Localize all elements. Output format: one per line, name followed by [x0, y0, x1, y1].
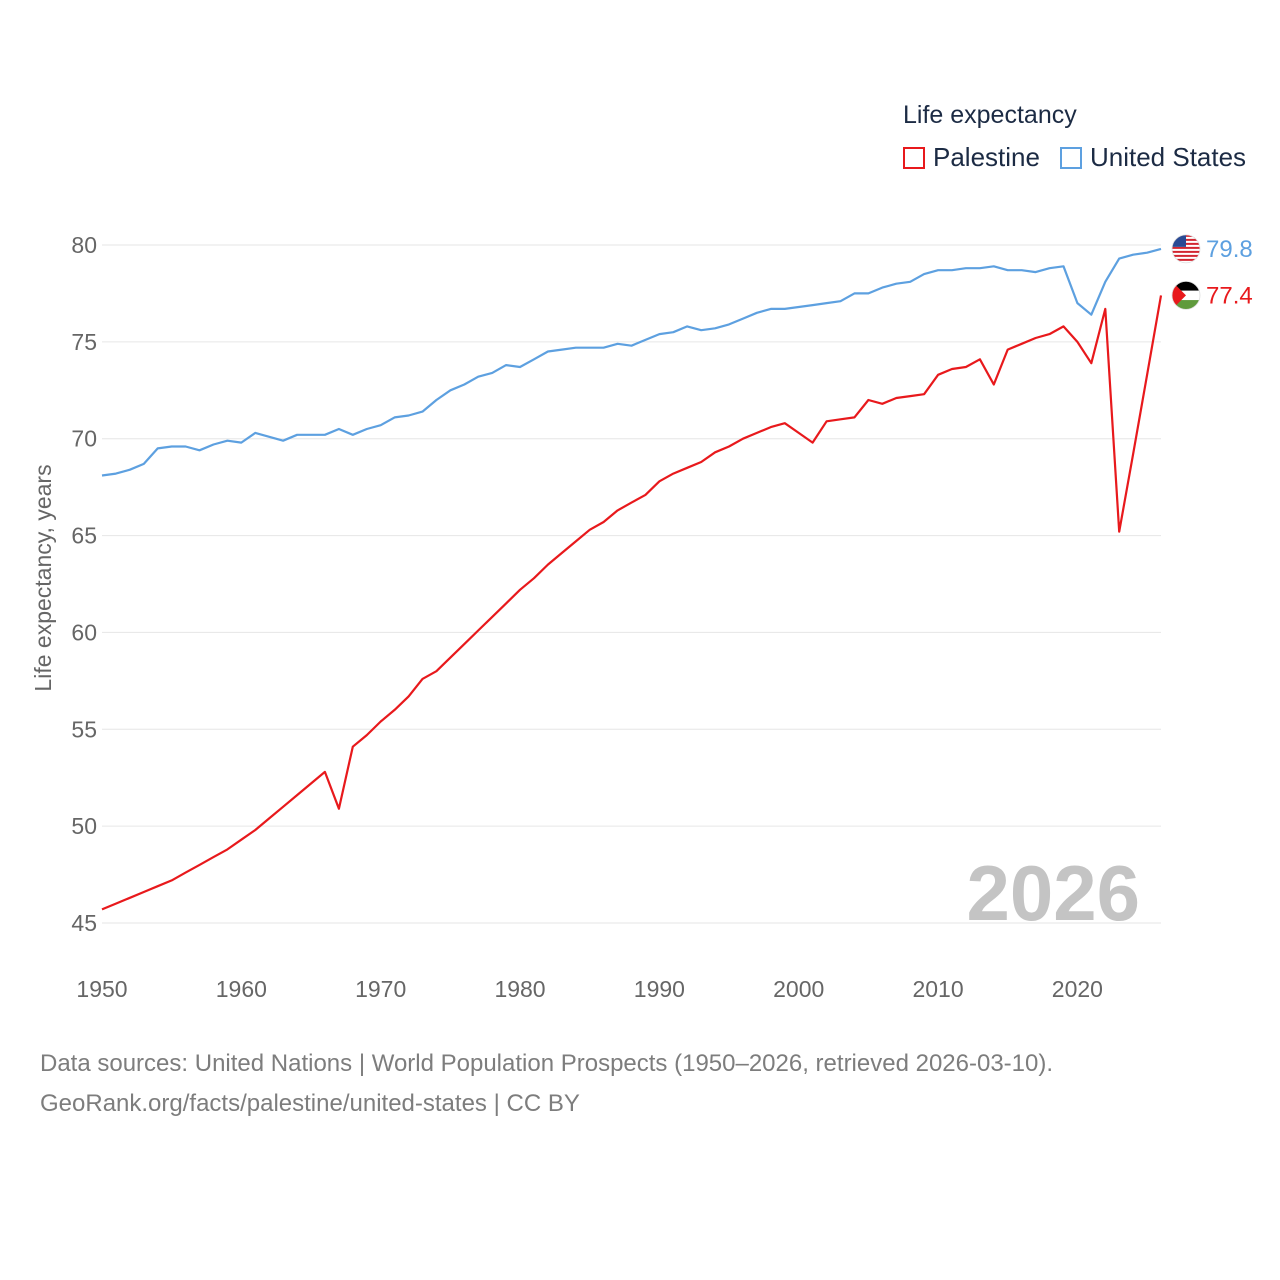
series-lines: [101, 247, 1163, 911]
x-tick-label: 2000: [773, 976, 824, 1002]
y-tick-label: 75: [71, 329, 97, 355]
x-tick-label: 2010: [912, 976, 963, 1002]
y-tick-label: 50: [71, 813, 97, 839]
y-tick-label: 55: [71, 716, 97, 742]
x-axis-ticks: 1950 1960 1970 1980 1990 2000 2010 2020: [76, 976, 1103, 1002]
series-line-palestine: [101, 295, 1163, 911]
footer: Data sources: United Nations | World Pop…: [40, 1044, 1053, 1124]
legend-label-united-states: United States: [1089, 142, 1247, 172]
y-axis-label: Life expectancy, years: [30, 464, 56, 691]
legend-item-united-states[interactable]: United States: [1059, 142, 1247, 173]
x-tick-label: 2020: [1052, 976, 1103, 1002]
year-watermark: 2026: [966, 849, 1140, 937]
end-value-label-united-states: 79.8: [1206, 236, 1253, 263]
x-tick-label: 1980: [494, 976, 545, 1002]
footer-sources: Data sources: United Nations | World Pop…: [40, 1050, 1054, 1077]
x-tick-label: 1960: [216, 976, 267, 1002]
x-tick-label: 1950: [76, 976, 127, 1002]
y-tick-label: 45: [71, 910, 97, 936]
legend: Palestine United States: [903, 142, 1266, 173]
legend-swatch-palestine: [903, 146, 925, 169]
y-tick-label: 80: [71, 232, 97, 258]
footer-link[interactable]: GeoRank.org/facts/palestine/united-state…: [40, 1090, 580, 1117]
x-tick-label: 1970: [355, 976, 406, 1002]
y-tick-label: 70: [71, 426, 97, 452]
legend-swatch-united-states: [1059, 146, 1082, 169]
series-end-markers: 77.4 79.8: [1171, 234, 1253, 310]
flag-icon-palestine: [1171, 280, 1201, 310]
end-value-label-palestine: 77.4: [1206, 282, 1253, 309]
legend-item-palestine[interactable]: Palestine: [903, 142, 1040, 173]
series-line-united-states: [101, 247, 1162, 477]
y-tick-label: 65: [71, 523, 97, 549]
x-tick-label: 1990: [634, 976, 685, 1002]
legend-label-palestine: Palestine: [933, 142, 1040, 172]
flag-icon-united-states: [1171, 234, 1201, 264]
y-axis-ticks: 45 50 55 60 65 70 75 80: [71, 232, 97, 936]
legend-title: Life expectancy: [903, 101, 1077, 129]
y-tick-label: 60: [71, 619, 97, 645]
